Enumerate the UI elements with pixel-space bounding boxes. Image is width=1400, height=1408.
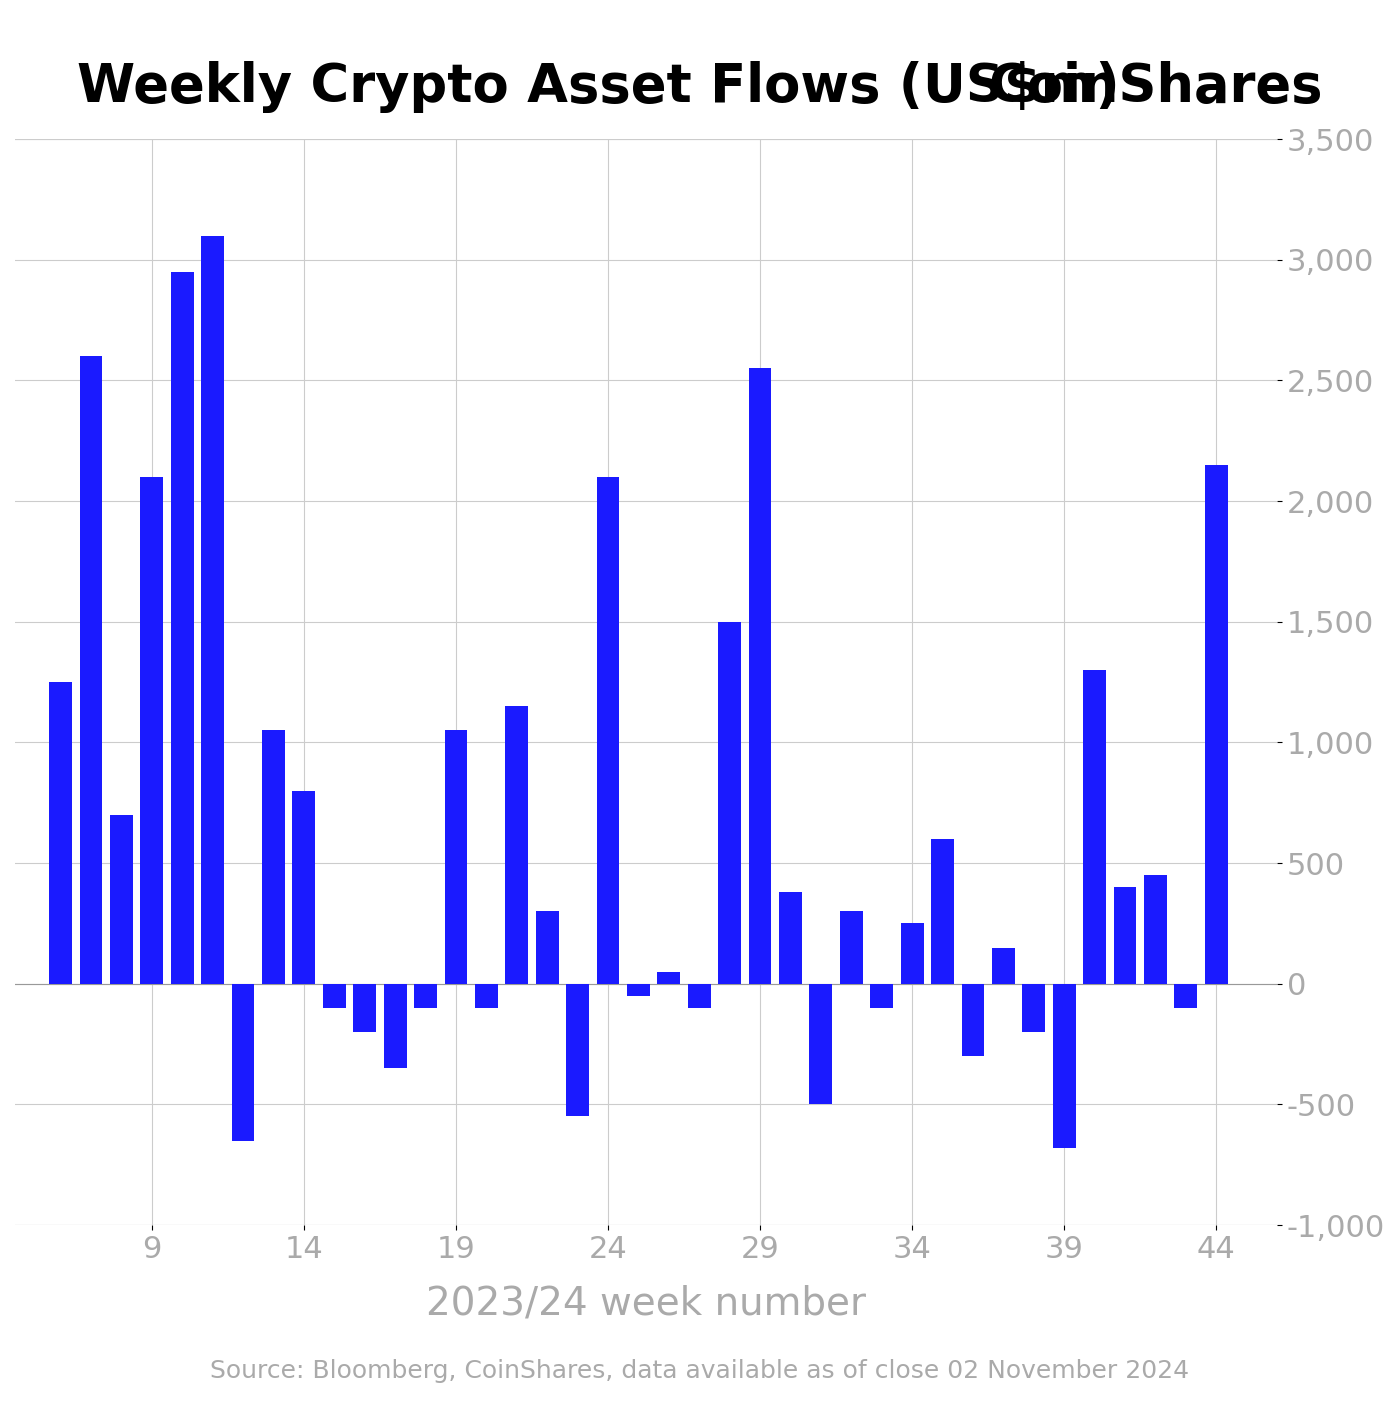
Bar xyxy=(262,731,284,984)
Bar xyxy=(596,477,619,984)
Bar xyxy=(931,839,953,984)
Bar xyxy=(1084,670,1106,984)
Bar xyxy=(111,815,133,984)
Bar xyxy=(293,791,315,984)
Bar xyxy=(658,972,680,984)
X-axis label: 2023/24 week number: 2023/24 week number xyxy=(426,1284,867,1322)
Bar xyxy=(384,984,406,1069)
Bar xyxy=(536,911,559,984)
Bar xyxy=(202,235,224,984)
Bar xyxy=(1175,984,1197,1008)
Bar xyxy=(993,948,1015,984)
Bar xyxy=(627,984,650,995)
Bar xyxy=(475,984,498,1008)
Bar xyxy=(778,893,802,984)
Bar xyxy=(140,477,164,984)
Bar xyxy=(749,369,771,984)
Bar xyxy=(840,911,862,984)
Bar xyxy=(900,924,924,984)
Bar xyxy=(80,356,102,984)
Bar xyxy=(1144,876,1166,984)
Bar xyxy=(718,622,741,984)
Bar xyxy=(687,984,711,1008)
Bar xyxy=(231,984,255,1140)
Bar xyxy=(414,984,437,1008)
Bar xyxy=(1113,887,1137,984)
Bar xyxy=(323,984,346,1008)
Text: Weekly Crypto Asset Flows (US$m): Weekly Crypto Asset Flows (US$m) xyxy=(77,61,1120,113)
Bar xyxy=(505,707,528,984)
Bar xyxy=(809,984,832,1104)
Bar xyxy=(353,984,377,1032)
Text: Source: Bloomberg, CoinShares, data available as of close 02 November 2024: Source: Bloomberg, CoinShares, data avai… xyxy=(210,1359,1190,1383)
Text: CoinShares: CoinShares xyxy=(988,61,1323,113)
Bar xyxy=(962,984,984,1056)
Bar xyxy=(1205,465,1228,984)
Bar xyxy=(445,731,468,984)
Bar xyxy=(171,272,193,984)
Bar xyxy=(871,984,893,1008)
Bar xyxy=(49,681,71,984)
Bar xyxy=(566,984,589,1117)
Bar xyxy=(1053,984,1075,1148)
Bar xyxy=(1022,984,1046,1032)
